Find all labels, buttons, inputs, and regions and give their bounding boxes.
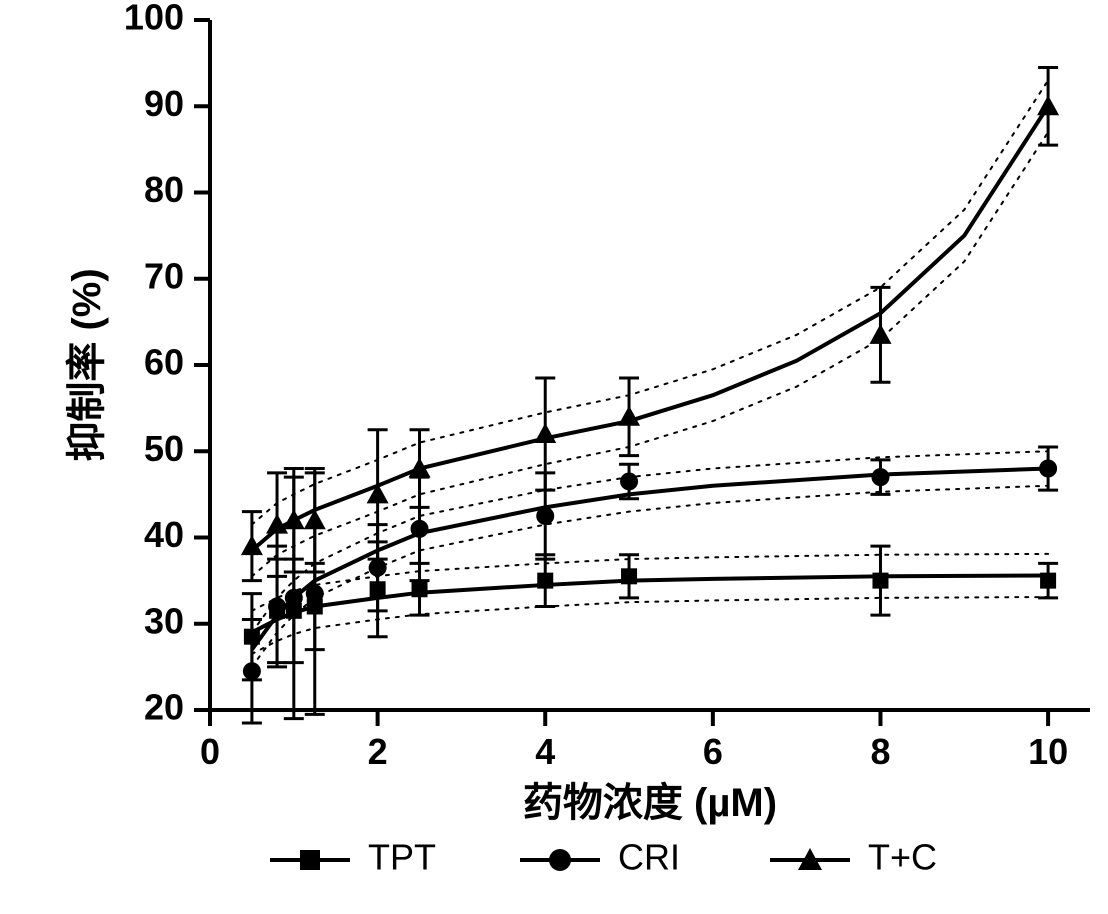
chart-svg: 20 30 40 50 60 70 80 90 100 0 2 4 6 8 10 药物浓度 (µM) 抑制率 (…: [0, 0, 1108, 914]
svg-text:60: 60: [144, 342, 184, 383]
svg-text:0: 0: [200, 731, 220, 772]
svg-text:80: 80: [144, 169, 184, 210]
y-axis-label: 抑制率 (%): [65, 268, 109, 461]
svg-text:30: 30: [144, 600, 184, 641]
svg-text:40: 40: [144, 514, 184, 555]
legend-label: T+C: [868, 837, 937, 878]
svg-text:10: 10: [1028, 731, 1068, 772]
legend-label: CRI: [618, 837, 680, 878]
svg-text:100: 100: [124, 0, 184, 38]
svg-text:4: 4: [535, 731, 555, 772]
svg-text:8: 8: [870, 731, 890, 772]
legend-label: TPT: [368, 837, 436, 878]
dose-response-chart: 20 30 40 50 60 70 80 90 100 0 2 4 6 8 10 药物浓度 (µM) 抑制率 (…: [0, 0, 1108, 914]
svg-text:50: 50: [144, 428, 184, 469]
svg-text:90: 90: [144, 83, 184, 124]
svg-text:2: 2: [368, 731, 388, 772]
svg-text:70: 70: [144, 255, 184, 296]
x-axis-label: 药物浓度 (µM): [523, 781, 777, 825]
svg-text:6: 6: [703, 731, 723, 772]
svg-text:20: 20: [144, 687, 184, 728]
